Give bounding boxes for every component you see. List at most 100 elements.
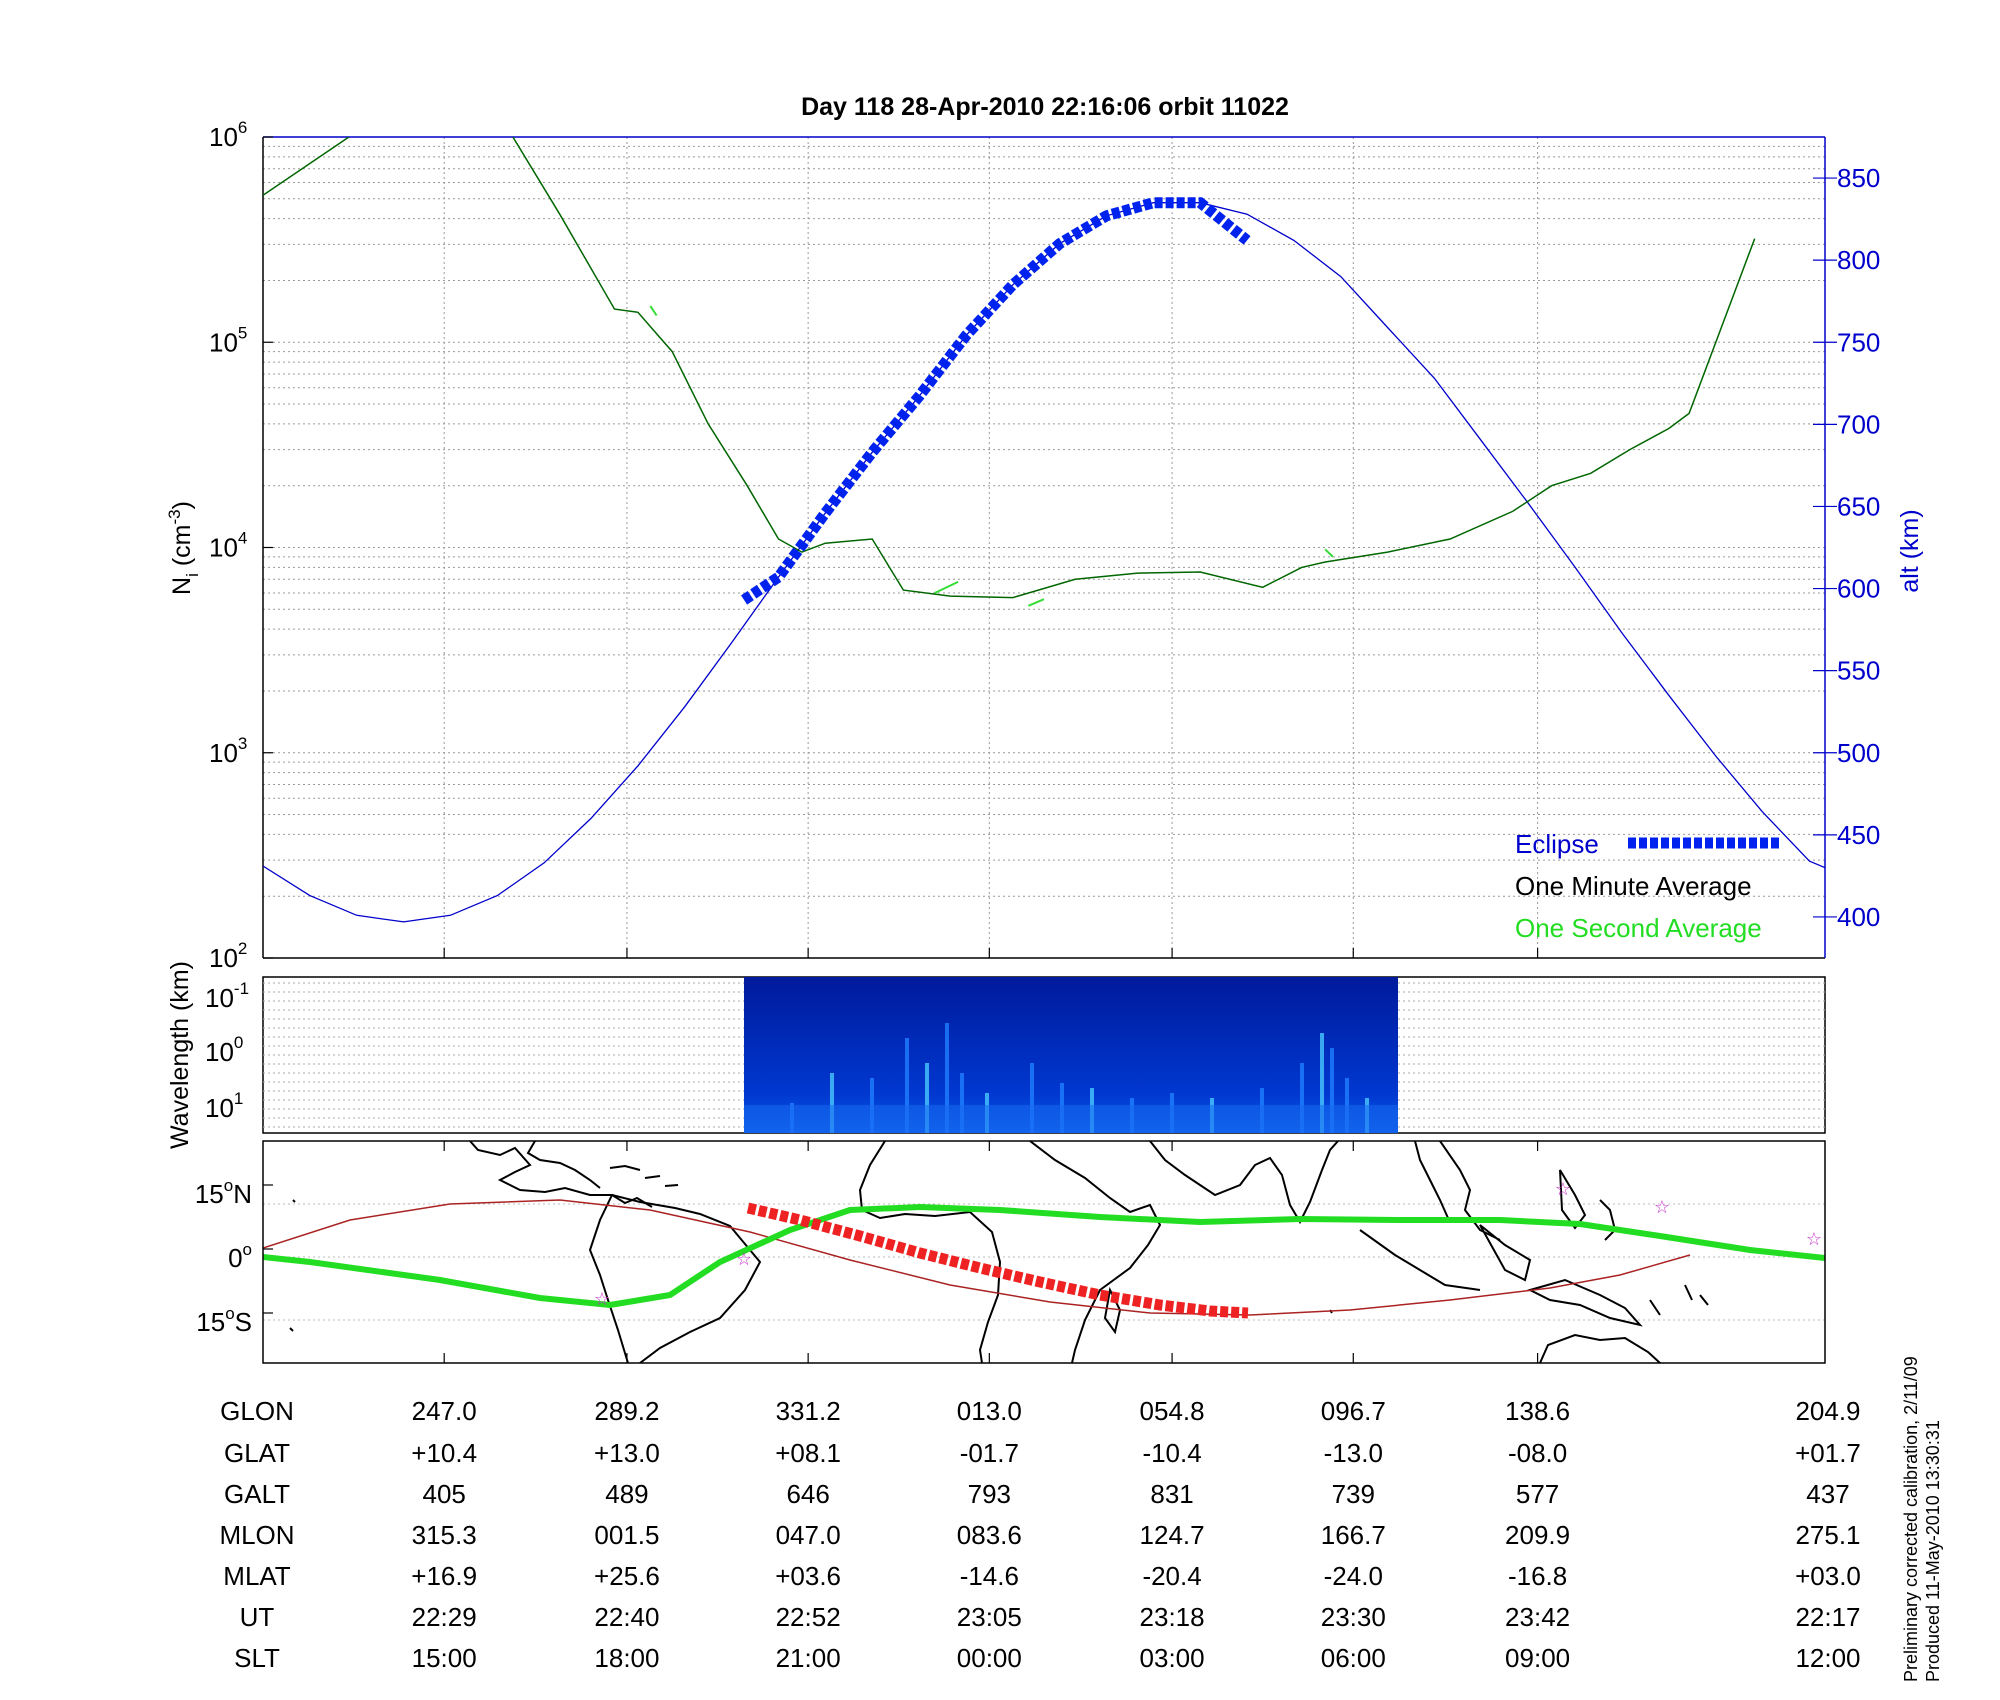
- position-table: GLON GLAT GALT MLON MLAT UT SLT 247.0 +10.4 405 31…: [219, 1396, 1860, 1673]
- ni-label-sup: -3: [165, 509, 184, 524]
- ni-label-unit: (cm: [168, 525, 196, 574]
- tick-exponent: 0: [234, 1033, 243, 1052]
- tick-exponent: 1: [234, 1089, 243, 1108]
- table-cell: 437: [1806, 1479, 1849, 1509]
- legend: Eclipse One Minute Average One Second Av…: [1515, 829, 1780, 943]
- spec-streak: [1320, 1033, 1324, 1133]
- map-y-tick-label: 0o: [228, 1240, 252, 1273]
- map-frame: [262, 1140, 1826, 1364]
- legend-second-label: One Second Average: [1515, 913, 1762, 943]
- spec-streak: [925, 1063, 929, 1133]
- map-y-tick-label: 15oS: [196, 1304, 252, 1337]
- table-cell: -01.7: [960, 1438, 1019, 1468]
- lat-degree: o: [225, 1304, 234, 1323]
- coast-southeast-asia: [1359, 1141, 1587, 1291]
- table-cell: +08.1: [775, 1438, 841, 1468]
- table-cell: +16.9: [411, 1561, 477, 1591]
- table-cell: +10.4: [411, 1438, 477, 1468]
- table-cell: 00:00: [957, 1643, 1022, 1673]
- y-right-tick-label: 700: [1837, 409, 1880, 439]
- spec-streak: [1330, 1048, 1334, 1133]
- map-grid: [263, 1203, 1825, 1321]
- spec-streak: [905, 1038, 909, 1133]
- coast-central-america: [526, 1141, 601, 1189]
- table-cell: -08.0: [1508, 1438, 1567, 1468]
- tick-base: 10: [209, 327, 238, 357]
- table-cell: 001.5: [594, 1520, 659, 1550]
- ni-label-sub: i: [183, 573, 202, 577]
- tick-base: 10: [209, 122, 238, 152]
- tick-base: 10: [209, 943, 238, 973]
- table-cell: -10.4: [1142, 1438, 1201, 1468]
- alt-axis-label: alt (km): [1896, 509, 1924, 592]
- y-right-tick-label: 400: [1837, 902, 1880, 932]
- y-left-tick-label: 104: [209, 529, 247, 563]
- table-cell: 247.0: [412, 1396, 477, 1426]
- table-cell: 22:52: [776, 1602, 841, 1632]
- table-cell: +03.0: [1795, 1561, 1861, 1591]
- y-right-tick-label: 850: [1837, 163, 1880, 193]
- coast-new-guinea: [1527, 1278, 1643, 1327]
- coast-caribbean: [609, 1164, 679, 1187]
- table-cell: 166.7: [1321, 1520, 1386, 1550]
- coast-south-america: [588, 1194, 762, 1363]
- star-marker: ☆: [1806, 1229, 1822, 1250]
- star-marker: ☆: [1654, 1197, 1670, 1218]
- orbit-ground-track: [263, 1203, 1825, 1309]
- y-right-tick-label: 650: [1837, 491, 1880, 521]
- star-marker: ☆: [594, 1289, 610, 1310]
- table-cell: 22:40: [594, 1602, 659, 1632]
- lat-hemisphere: N: [233, 1179, 252, 1209]
- table-row-label: GALT: [224, 1479, 290, 1509]
- map-stars: ☆ ☆ ☆ ☆ ☆: [594, 1179, 1822, 1310]
- calibration-note: Preliminary corrected calibration, 2/11/…: [1901, 1356, 1921, 1682]
- top-panel: 1061051041031028508007507006506005505004…: [165, 118, 1924, 973]
- map-y-tick-label: 15oN: [195, 1176, 252, 1209]
- tick-base: 10: [205, 1037, 234, 1067]
- lat-degree: o: [224, 1176, 233, 1195]
- table-cell: 06:00: [1321, 1643, 1386, 1673]
- map-plot-area: [263, 1141, 1825, 1363]
- top-grid: [263, 136, 1825, 959]
- y-right-tick-label: 800: [1837, 245, 1880, 275]
- spec-y-tick-label: 10-1: [205, 979, 249, 1013]
- legend-eclipse-label: Eclipse: [1515, 829, 1599, 859]
- spec-y-tick-label: 100: [205, 1033, 243, 1067]
- tick-exponent: -1: [234, 979, 249, 998]
- table-cell: 315.3: [412, 1520, 477, 1550]
- table-cell: 23:05: [957, 1602, 1022, 1632]
- produced-note: Produced 11-May-2010 13:30:31: [1923, 1420, 1943, 1682]
- table-cell: 831: [1150, 1479, 1193, 1509]
- table-row-label: MLAT: [223, 1561, 291, 1591]
- table-cell: 22:29: [412, 1602, 477, 1632]
- table-cell: 739: [1332, 1479, 1375, 1509]
- ni-second-segment: [934, 580, 959, 594]
- spectrogram-streaks: [744, 1023, 1398, 1133]
- y-left-tick-label: 103: [209, 734, 247, 768]
- spec-streak: [1300, 1063, 1304, 1133]
- magnetic-equator-track: [263, 1199, 1691, 1316]
- table-cell: +25.6: [594, 1561, 660, 1591]
- ni-second-segment: [649, 305, 658, 317]
- table-row-label: MLON: [219, 1520, 294, 1550]
- lat-degree: o: [243, 1240, 252, 1259]
- spec-streak: [1030, 1063, 1034, 1133]
- table-cell: -13.0: [1324, 1438, 1383, 1468]
- table-cell: +03.6: [775, 1561, 841, 1591]
- table-cell: 22:17: [1795, 1602, 1860, 1632]
- tick-base: 10: [205, 983, 234, 1013]
- tick-base: 10: [209, 533, 238, 563]
- tick-exponent: 4: [238, 529, 247, 548]
- table-cell: 138.6: [1505, 1396, 1570, 1426]
- table-cell: 275.1: [1795, 1520, 1860, 1550]
- tick-exponent: 3: [238, 734, 247, 753]
- spec-streak: [945, 1023, 949, 1133]
- lat-number: 15: [196, 1307, 225, 1337]
- coast-arabia-india: [1149, 1141, 1449, 1225]
- chart-title: Day 118 28-Apr-2010 22:16:06 orbit 11022: [801, 93, 1289, 121]
- tick-exponent: 6: [238, 118, 247, 137]
- table-cell: -16.8: [1508, 1561, 1567, 1591]
